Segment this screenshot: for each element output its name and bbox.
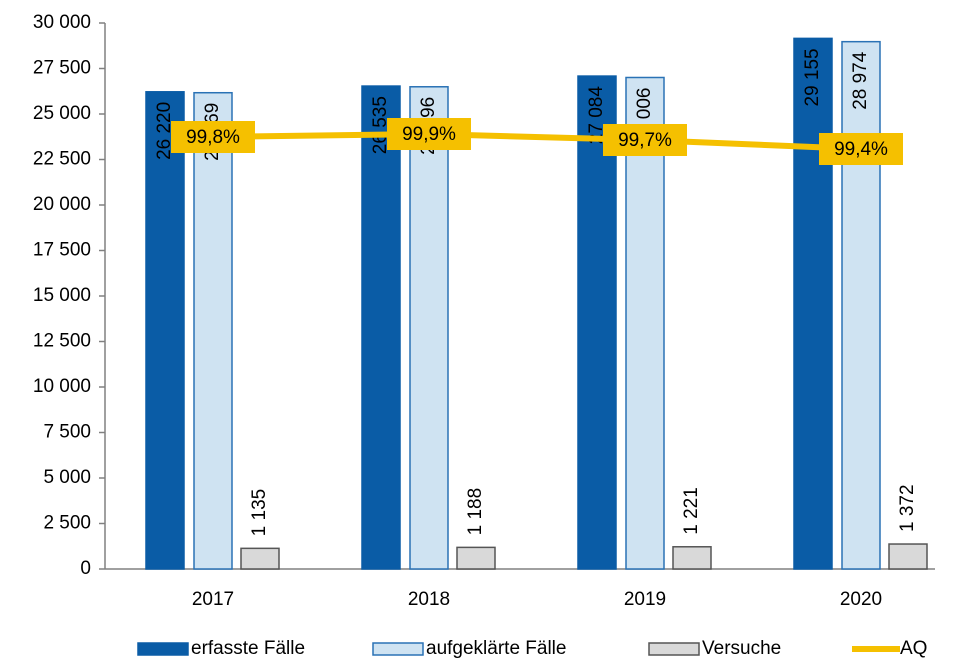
value-label: 27 084 [586,86,607,145]
value-label: 26 220 [154,102,175,160]
y-tick-label: 10 000 [33,376,91,397]
y-tick-label: 5 000 [43,467,91,488]
y-tick-label: 2 500 [43,513,91,534]
bar [577,75,617,570]
value-label: 99,7% [618,130,672,151]
bar [409,86,449,570]
y-tick-label: 15 000 [33,285,91,306]
bar [361,85,401,570]
bar [625,76,665,570]
y-tick-label: 27 500 [33,58,91,79]
bar [841,40,881,570]
y-tick-label: 22 500 [33,149,91,170]
x-tick-label: 2019 [624,589,666,610]
value-label: 1 372 [897,484,918,532]
line [212,130,862,152]
value-label: 99,9% [402,124,456,145]
legend-swatch [372,642,424,656]
legend-label: Versuche [702,638,781,659]
value-label: 26 535 [370,96,391,154]
value-label-box [819,133,903,165]
bar [240,547,280,570]
bar [672,546,712,570]
legend-label: erfasste Fälle [191,638,305,659]
y-tick-label: 7 500 [43,422,91,443]
bar [456,546,496,570]
y-tick-label: 20 000 [33,194,91,215]
x-tick-label: 2017 [192,589,234,610]
y-tick-label: 30 000 [33,12,91,33]
x-tick-label: 2020 [840,589,882,610]
y-tick-label: 25 000 [33,103,91,124]
y-tick-label: 12 500 [33,331,91,352]
bar [793,37,833,570]
bar [888,543,928,570]
y-tick-label: 0 [80,558,91,579]
legend-label: aufgeklärte Fälle [426,638,566,659]
value-label: 99,4% [834,139,888,160]
legend-label: AQ [900,638,927,659]
legend-swatch [137,642,189,656]
bar [193,91,233,570]
x-tick-label: 2018 [408,589,450,610]
value-label: 28 974 [850,51,871,110]
value-label: 1 135 [249,489,270,537]
value-label: 99,8% [186,127,240,148]
value-label: 29 155 [802,48,823,106]
legend-swatch [648,642,700,656]
value-label: 1 188 [465,488,486,536]
value-label-box [387,118,471,150]
bar [145,91,185,570]
value-label-box [603,124,687,156]
y-tick-label: 17 500 [33,240,91,261]
value-label-box [171,121,255,153]
value-label: 1 221 [681,487,702,535]
